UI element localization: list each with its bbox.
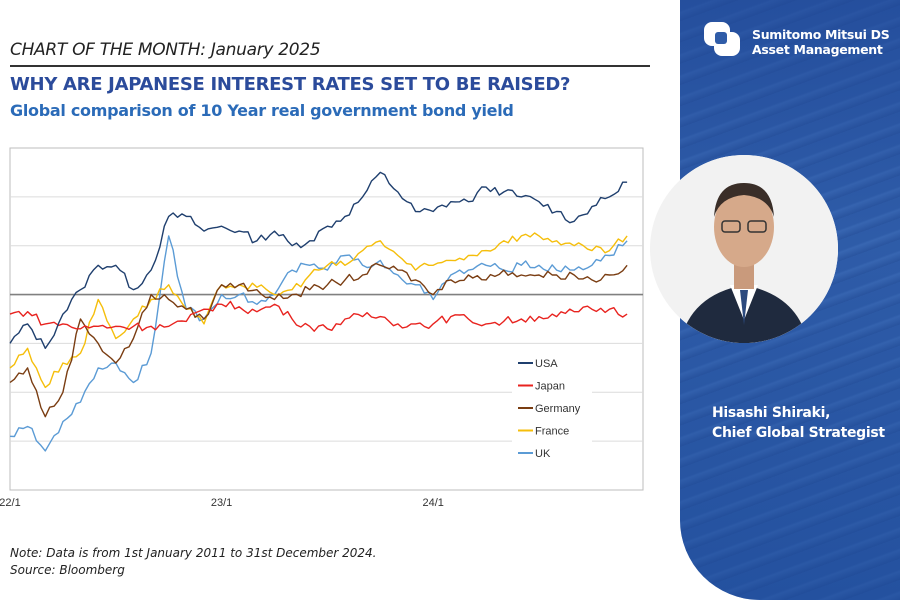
- legend-label-japan: Japan: [535, 381, 565, 393]
- strategist-role: Chief Global Strategist: [712, 425, 885, 441]
- series-line-japan: [9, 300, 628, 332]
- series-line-france: [9, 232, 628, 389]
- series-line-germany: [9, 262, 628, 418]
- bond-yield-chart: USA Japan Germany France UK 22/1 23/1 24/1: [0, 147, 644, 509]
- x-axis-ticks: 22/1 23/1 24/1: [0, 497, 444, 509]
- legend-label-uk: UK: [535, 448, 551, 460]
- x-tick-label: 23/1: [211, 497, 232, 509]
- company-name: Sumitomo Mitsui DS Asset Management: [752, 27, 890, 57]
- legend-label-germany: Germany: [535, 403, 581, 415]
- chart-of-month-kicker: CHART OF THE MONTH: January 2025: [10, 40, 321, 60]
- title-divider: [10, 65, 650, 67]
- series-line-usa: [9, 171, 628, 349]
- legend-label-usa: USA: [535, 358, 558, 370]
- data-note: Note: Data is from 1st January 2011 to 3…: [10, 546, 377, 560]
- x-tick-label: 24/1: [422, 497, 443, 509]
- legend-label-france: France: [535, 426, 569, 438]
- person-portrait-icon: [650, 155, 838, 343]
- company-logo-icon: [704, 22, 740, 56]
- strategist-caption: Hisashi Shiraki, Chief Global Strategist: [712, 403, 885, 443]
- series-lines: [9, 171, 628, 452]
- strategist-photo: [650, 155, 838, 343]
- legend: USA Japan Germany France UK: [512, 350, 592, 468]
- strategist-name: Hisashi Shiraki,: [712, 405, 831, 421]
- series-line-uk: [9, 235, 628, 452]
- page-subtitle: Global comparison of 10 Year real govern…: [10, 101, 514, 120]
- source-note: Source: Bloomberg: [10, 563, 125, 577]
- x-tick-label: 22/1: [0, 497, 21, 509]
- chart-notes: Note: Data is from 1st January 2011 to 3…: [10, 545, 377, 579]
- page-title: WHY ARE JAPANESE INTEREST RATES SET TO B…: [10, 74, 571, 95]
